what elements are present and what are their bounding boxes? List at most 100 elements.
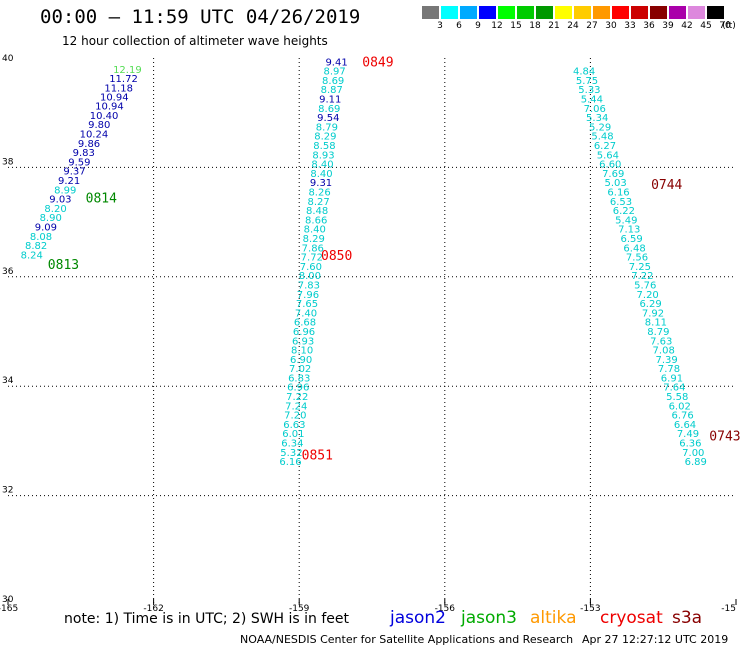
swh-label-cryosat: 6.16	[279, 457, 301, 468]
x-tick-label: -162	[143, 604, 163, 614]
swh-label-s3a: 7.56	[626, 253, 648, 264]
swh-label-cryosat: 5.32	[280, 448, 302, 459]
swh-label-s3a: 7.78	[658, 364, 680, 375]
color-scale-label: 24	[567, 21, 579, 31]
color-scale-label: 70	[719, 21, 731, 31]
color-scale-swatch	[707, 6, 724, 19]
swh-label-s3a: 5.76	[634, 280, 656, 291]
swh-label-jason3: 11.72	[109, 74, 138, 85]
swh-label-cryosat: 6.68	[294, 318, 316, 329]
color-scale-label: 42	[681, 21, 693, 31]
swh-label-s3a: 7.39	[655, 355, 677, 366]
color-scale-swatch	[574, 6, 591, 19]
swh-label-jason3: 8.82	[25, 241, 47, 252]
chart-subtitle: 12 hour collection of altimeter wave hei…	[62, 34, 328, 48]
swh-label-cryosat: 8.40	[311, 160, 333, 171]
color-scale-label: 18	[529, 21, 541, 31]
swh-label-cryosat: 9.41	[325, 57, 347, 68]
swh-label-cryosat: 8.27	[307, 197, 329, 208]
swh-label-cryosat: 8.48	[306, 206, 328, 217]
swh-label-cryosat: 8.97	[323, 67, 345, 78]
swh-label-jason3: 8.20	[44, 204, 66, 215]
swh-label-s3a: 6.53	[610, 197, 632, 208]
color-scale-swatch	[612, 6, 629, 19]
swh-label-s3a: 6.16	[607, 187, 629, 198]
swh-label-cryosat: 6.90	[290, 355, 312, 366]
generated-timestamp: Apr 27 12:27:12 UTC 2019	[582, 633, 729, 646]
swh-label-cryosat: 6.93	[292, 336, 314, 347]
legend-jason3: jason3	[461, 608, 517, 628]
swh-label-s3a: 7.08	[653, 346, 675, 357]
swh-label-cryosat: 7.65	[296, 299, 318, 310]
swh-label-cryosat: 7.83	[298, 280, 320, 291]
swh-label-cryosat: 8.00	[299, 271, 321, 282]
color-scale-swatch	[669, 6, 686, 19]
swh-label-cryosat: 8.87	[321, 85, 343, 96]
swh-label-s3a: 6.48	[623, 243, 645, 254]
swh-label-cryosat: 6.63	[283, 420, 305, 431]
swh-label-jason3: 11.18	[104, 84, 133, 95]
color-scale-swatch	[555, 6, 572, 19]
swh-label-s3a: 7.25	[629, 262, 651, 273]
swh-label-s3a: 6.76	[671, 411, 693, 422]
pass-time-label: 0814	[86, 191, 117, 206]
swh-label-s3a: 5.33	[578, 85, 600, 96]
swh-label-s3a: 7.49	[677, 429, 699, 440]
swh-label-jason3: 9.80	[88, 120, 110, 131]
color-scale-label: 12	[491, 21, 503, 31]
swh-label-cryosat: 8.79	[316, 122, 338, 133]
color-scale-label: 36	[643, 21, 655, 31]
swh-label-s3a: 7.00	[682, 448, 704, 459]
swh-label-jason3: 10.24	[80, 129, 109, 140]
swh-label-s3a: 6.59	[621, 234, 643, 245]
swh-label-jason3: 9.09	[35, 222, 57, 233]
swh-label-s3a: 6.22	[613, 206, 635, 217]
pass-time-label: 0743	[709, 429, 740, 444]
color-scale-swatch	[517, 6, 534, 19]
x-tick-label: -156	[435, 604, 456, 614]
pass-time-label: 0744	[651, 178, 682, 193]
y-tick-label: 30	[2, 595, 14, 605]
swh-label-cryosat: 7.02	[289, 364, 311, 375]
swh-label-cryosat: 9.31	[310, 178, 332, 189]
color-scale-label: 3	[437, 21, 443, 31]
swh-label-jason3: 9.37	[63, 167, 85, 178]
swh-label-jason3: 8.08	[30, 232, 52, 243]
swh-label-cryosat: 6.34	[281, 439, 303, 450]
swh-label-jason3: 10.94	[95, 102, 124, 113]
chart-title: 00:00 – 11:59 UTC 04/26/2019	[40, 6, 361, 28]
color-scale-label: 9	[475, 21, 481, 31]
swh-label-cryosat: 6.96	[287, 383, 309, 394]
swh-label-cryosat: 6.96	[293, 327, 315, 338]
color-scale-swatch	[441, 6, 458, 19]
swh-label-s3a: 7.63	[650, 336, 672, 347]
swh-label-cryosat: 6.83	[288, 373, 310, 384]
color-scale-swatch	[593, 6, 610, 19]
swh-label-cryosat: 8.66	[305, 215, 327, 226]
swh-label-s3a: 6.64	[674, 420, 696, 431]
swh-label-s3a: 8.79	[647, 327, 669, 338]
swh-label-jason3: 9.59	[68, 157, 90, 168]
y-tick-label: 38	[2, 157, 14, 167]
swh-label-cryosat: 7.96	[297, 290, 319, 301]
swh-label-s3a: 7.13	[618, 225, 640, 236]
swh-label-jason3: 9.03	[49, 195, 71, 206]
swh-label-s3a: 7.64	[663, 383, 685, 394]
legend-cryosat: cryosat	[600, 608, 663, 628]
swh-label-s3a: 5.03	[605, 178, 627, 189]
footnote: note: 1) Time is in UTC; 2) SWH is in fe…	[64, 611, 350, 627]
legend-s3a: s3a	[672, 608, 703, 628]
swh-label-cryosat: 7.72	[301, 253, 323, 264]
swh-label-cryosat: 9.54	[317, 113, 339, 124]
swh-label-s3a: 7.69	[602, 169, 624, 180]
swh-label-cryosat: 8.29	[314, 132, 336, 143]
color-scale-label: 15	[510, 21, 522, 31]
x-tick-label: -15	[721, 604, 736, 614]
swh-label-s3a: 7.22	[631, 271, 653, 282]
pass-time-label: 0813	[48, 258, 79, 273]
pass-time-label: 0851	[302, 449, 333, 464]
color-scale-label: 45	[700, 21, 712, 31]
swh-label-s3a: 5.49	[615, 215, 637, 226]
swh-label-cryosat: 9.11	[319, 94, 341, 105]
swh-label-jason3: 8.90	[40, 213, 62, 224]
